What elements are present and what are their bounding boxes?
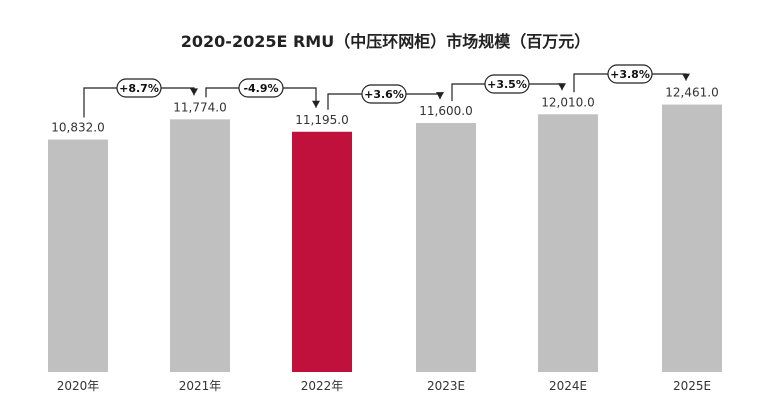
value-label-4: 12,010.0 xyxy=(541,95,594,109)
bar-1 xyxy=(170,119,230,373)
growth-badge-2 xyxy=(361,84,407,104)
category-label-3: 2023E xyxy=(427,379,465,393)
growth-badge-3 xyxy=(484,74,530,94)
growth-label-3: +3.5% xyxy=(487,78,527,91)
value-label-2: 11,195.0 xyxy=(295,113,348,127)
category-label-4: 2024E xyxy=(549,379,587,393)
growth-arrowhead-0 xyxy=(190,88,198,96)
category-label-2: 2022年 xyxy=(301,379,344,393)
growth-label-1: -4.9% xyxy=(243,82,278,95)
bar-5 xyxy=(662,104,722,372)
bar-2 xyxy=(292,131,352,372)
growth-badge-4 xyxy=(607,64,653,84)
growth-label-4: +3.8% xyxy=(610,68,650,81)
category-label-1: 2021年 xyxy=(179,379,222,393)
growth-arrowhead-4 xyxy=(682,73,690,81)
category-label-5: 2025E xyxy=(673,379,711,393)
growth-badge-0 xyxy=(116,78,162,98)
bar-0 xyxy=(48,139,108,372)
category-label-0: 2020年 xyxy=(57,379,100,393)
value-label-3: 11,600.0 xyxy=(419,104,472,118)
value-label-0: 10,832.0 xyxy=(51,121,104,135)
growth-arrowhead-1 xyxy=(312,100,320,108)
growth-arrowhead-3 xyxy=(558,83,566,91)
chart-title: 2020-2025E RMU（中压环网柜）市场规模（百万元） xyxy=(180,32,591,51)
growth-label-2: +3.6% xyxy=(364,88,404,101)
growth-arrowhead-2 xyxy=(436,92,444,100)
value-label-5: 12,461.0 xyxy=(665,86,718,100)
growth-label-0: +8.7% xyxy=(119,82,159,95)
value-label-1: 11,774.0 xyxy=(173,100,226,114)
bar-4 xyxy=(538,114,598,372)
bar-3 xyxy=(416,123,476,373)
growth-badge-1 xyxy=(238,78,284,98)
